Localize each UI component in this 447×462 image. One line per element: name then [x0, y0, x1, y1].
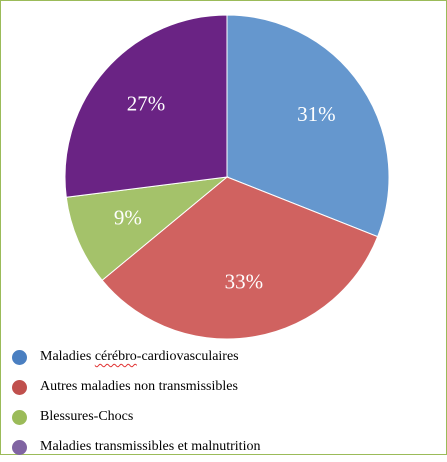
legend: Maladies cérébro-cardiovasculaires Autre…: [12, 342, 260, 462]
legend-swatch-autres-maladies: [12, 379, 27, 395]
slice-label-autres-maladies-non-transmissibles: 33%: [225, 269, 264, 293]
pie-slices: [64, 14, 390, 340]
pie-slice-maladies-transmissibles-et-malnutrition: [64, 14, 228, 198]
spellcheck-flagged-word: cérébro: [94, 349, 137, 364]
pie-slice-maladies-cerebro-cardiovasculaires: [226, 14, 390, 238]
slice-label-blessures-chocs: 9%: [114, 206, 142, 230]
legend-label-blessures-chocs: Blessures-Chocs: [40, 409, 134, 424]
legend-item-blessures-chocs: Blessures-Chocs: [12, 402, 260, 432]
legend-item-cerebro-cardiovasculaires: Maladies cérébro-cardiovasculaires: [12, 342, 260, 372]
pie-chart: 31% 33% 9% 27%: [64, 14, 390, 340]
legend-swatch-blessures-chocs: [12, 409, 27, 425]
slice-label-maladies-cerebro-cardiovasculaires: 31%: [297, 102, 336, 126]
pie-slice-autres-maladies-non-transmissibles: [101, 176, 379, 340]
pie-slice-blessures-chocs: [65, 176, 229, 281]
legend-label-cerebro-cardiovasculaires: Maladies cérébro-cardiovasculaires: [40, 349, 239, 364]
legend-item-autres-maladies: Autres maladies non transmissibles: [12, 372, 260, 402]
legend-item-maladies-transmissibles: Maladies transmissibles et malnutrition: [12, 432, 260, 462]
pie-labels: 31% 33% 9% 27%: [114, 91, 336, 293]
legend-label-maladies-transmissibles: Maladies transmissibles et malnutrition: [40, 439, 261, 454]
legend-swatch-cerebro-cardiovasculaires: [12, 349, 27, 365]
legend-swatch-maladies-transmissibles: [12, 439, 27, 455]
legend-label-autres-maladies: Autres maladies non transmissibles: [40, 379, 238, 394]
slice-label-maladies-transmissibles-et-malnutrition: 27%: [127, 91, 166, 115]
